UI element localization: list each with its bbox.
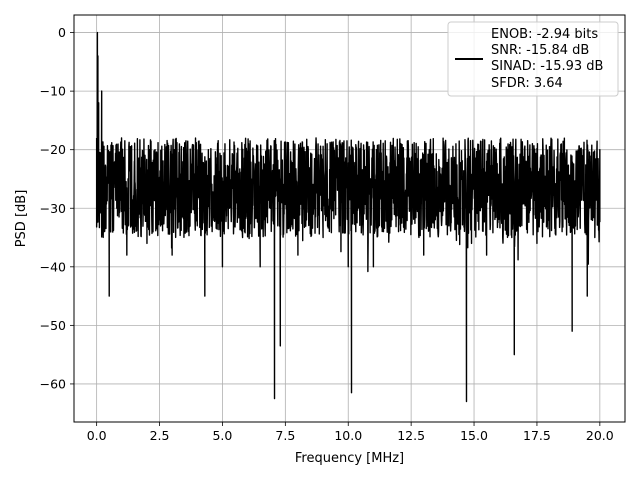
legend-line-sinad: SINAD: -15.93 dB xyxy=(491,59,603,74)
x-tick-label: 17.5 xyxy=(523,428,551,443)
y-tick-label: −40 xyxy=(40,259,66,274)
y-axis-label: PSD [dB] xyxy=(14,190,29,248)
x-tick-label: 15.0 xyxy=(460,428,488,443)
x-tick-label: 7.5 xyxy=(275,428,295,443)
y-tick-label: −20 xyxy=(40,142,66,157)
x-axis: 0.0 2.5 5.0 7.5 10.0 12.5 15.0 17.5 20.0 xyxy=(87,422,614,443)
plot-frame xyxy=(73,14,626,423)
x-tick-label: 2.5 xyxy=(150,428,170,443)
y-tick-label: −50 xyxy=(40,318,66,333)
legend-line-enob: ENOB: -2.94 bits xyxy=(491,27,598,42)
x-tick-label: 12.5 xyxy=(397,428,425,443)
y-tick-label: −10 xyxy=(40,84,66,99)
psd-series-line xyxy=(95,31,601,403)
x-axis-label: Frequency [MHz] xyxy=(295,451,404,466)
legend-box xyxy=(447,21,619,97)
y-tick-label: 0 xyxy=(58,25,66,40)
y-axis: 0 −10 −20 −30 −40 −50 −60 xyxy=(40,25,74,391)
x-tick-label: 5.0 xyxy=(212,428,232,443)
series-layer xyxy=(95,31,601,403)
x-tick-label: 0.0 xyxy=(87,428,107,443)
legend-line-sfdr: SFDR: 3.64 xyxy=(491,76,563,91)
legend[interactable]: ENOB: -2.94 bits SNR: -15.84 dB SINAD: -… xyxy=(447,21,619,97)
y-tick-label: −30 xyxy=(40,201,66,216)
y-tick-label: −60 xyxy=(40,376,66,391)
x-tick-label: 20.0 xyxy=(586,428,614,443)
x-tick-label: 10.0 xyxy=(334,428,362,443)
legend-line-snr: SNR: -15.84 dB xyxy=(491,43,589,58)
